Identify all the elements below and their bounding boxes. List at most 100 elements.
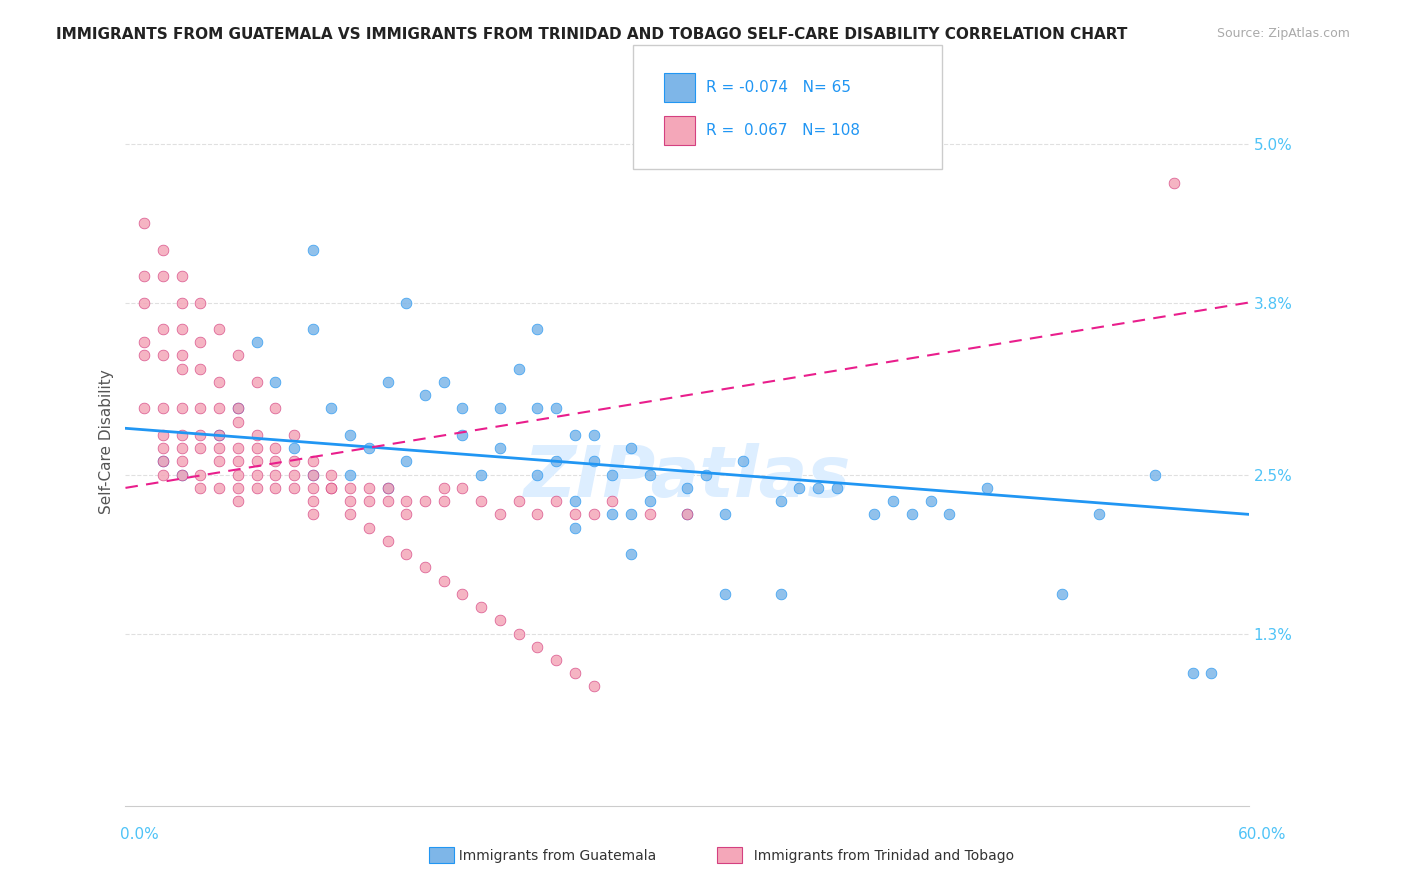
Point (245, 454, 267, 468)
Point (433, 494, 456, 508)
Point (170, 349, 193, 363)
Point (713, 587, 735, 601)
Point (526, 401, 548, 416)
Point (489, 508, 512, 522)
Text: IMMIGRANTS FROM GUATEMALA VS IMMIGRANTS FROM TRINIDAD AND TOBAGO SELF-CARE DISAB: IMMIGRANTS FROM GUATEMALA VS IMMIGRANTS … (56, 27, 1128, 42)
Point (226, 401, 249, 416)
Point (357, 520, 380, 534)
Point (339, 428, 361, 442)
Point (676, 508, 699, 522)
Point (283, 441, 305, 455)
Point (301, 322, 323, 336)
Point (321, 481, 343, 495)
Point (226, 481, 249, 495)
Point (395, 508, 418, 522)
Point (152, 454, 174, 468)
Point (357, 481, 380, 495)
Point (582, 508, 605, 522)
Point (546, 494, 568, 508)
Point (470, 600, 492, 615)
Point (301, 243, 323, 257)
Point (395, 295, 418, 310)
Point (190, 361, 212, 376)
Point (526, 322, 548, 336)
Point (208, 428, 231, 442)
Point (208, 375, 231, 389)
Point (508, 626, 530, 640)
Point (526, 640, 548, 654)
Text: Immigrants from Trinidad and Tobago: Immigrants from Trinidad and Tobago (745, 849, 1014, 863)
Point (283, 454, 305, 468)
Point (170, 268, 193, 283)
Point (564, 428, 586, 442)
Point (451, 481, 474, 495)
Point (676, 481, 699, 495)
Point (301, 508, 323, 522)
Point (357, 441, 380, 455)
FancyBboxPatch shape (717, 847, 742, 863)
Point (695, 467, 717, 482)
Point (134, 349, 156, 363)
Point (638, 494, 661, 508)
Point (1050, 587, 1073, 601)
Point (190, 441, 212, 455)
Point (564, 666, 586, 681)
Point (451, 587, 474, 601)
Point (377, 481, 399, 495)
Point (208, 441, 231, 455)
Point (208, 428, 231, 442)
Point (451, 401, 474, 416)
Point (134, 295, 156, 310)
Point (600, 508, 623, 522)
Point (920, 494, 942, 508)
Point (321, 401, 343, 416)
Point (152, 401, 174, 416)
Point (170, 361, 193, 376)
Point (170, 401, 193, 416)
Point (190, 467, 212, 482)
Point (226, 401, 249, 416)
Point (882, 494, 904, 508)
Point (134, 216, 156, 230)
Point (620, 508, 643, 522)
Point (321, 467, 343, 482)
Point (245, 467, 267, 482)
Point (825, 481, 848, 495)
Text: ZIPatlas: ZIPatlas (523, 443, 851, 512)
Point (283, 467, 305, 482)
Point (526, 508, 548, 522)
Point (546, 401, 568, 416)
Point (582, 680, 605, 694)
Point (413, 560, 436, 574)
Point (620, 441, 643, 455)
Point (190, 401, 212, 416)
Point (152, 322, 174, 336)
Point (264, 481, 287, 495)
Point (901, 508, 924, 522)
Point (1088, 508, 1111, 522)
Point (395, 494, 418, 508)
Point (134, 268, 156, 283)
Point (245, 335, 267, 350)
Point (508, 361, 530, 376)
Point (208, 481, 231, 495)
Point (170, 467, 193, 482)
Text: R =  0.067   N= 108: R = 0.067 N= 108 (706, 123, 860, 137)
Point (264, 441, 287, 455)
Point (152, 243, 174, 257)
Point (582, 454, 605, 468)
Text: Immigrants from Guatemala: Immigrants from Guatemala (450, 849, 657, 863)
Point (152, 467, 174, 482)
Point (170, 454, 193, 468)
Point (152, 441, 174, 455)
Point (152, 454, 174, 468)
Point (789, 481, 811, 495)
Point (301, 481, 323, 495)
Point (638, 508, 661, 522)
Point (377, 481, 399, 495)
Point (301, 454, 323, 468)
Point (600, 494, 623, 508)
Point (413, 388, 436, 402)
Point (208, 322, 231, 336)
Point (470, 467, 492, 482)
